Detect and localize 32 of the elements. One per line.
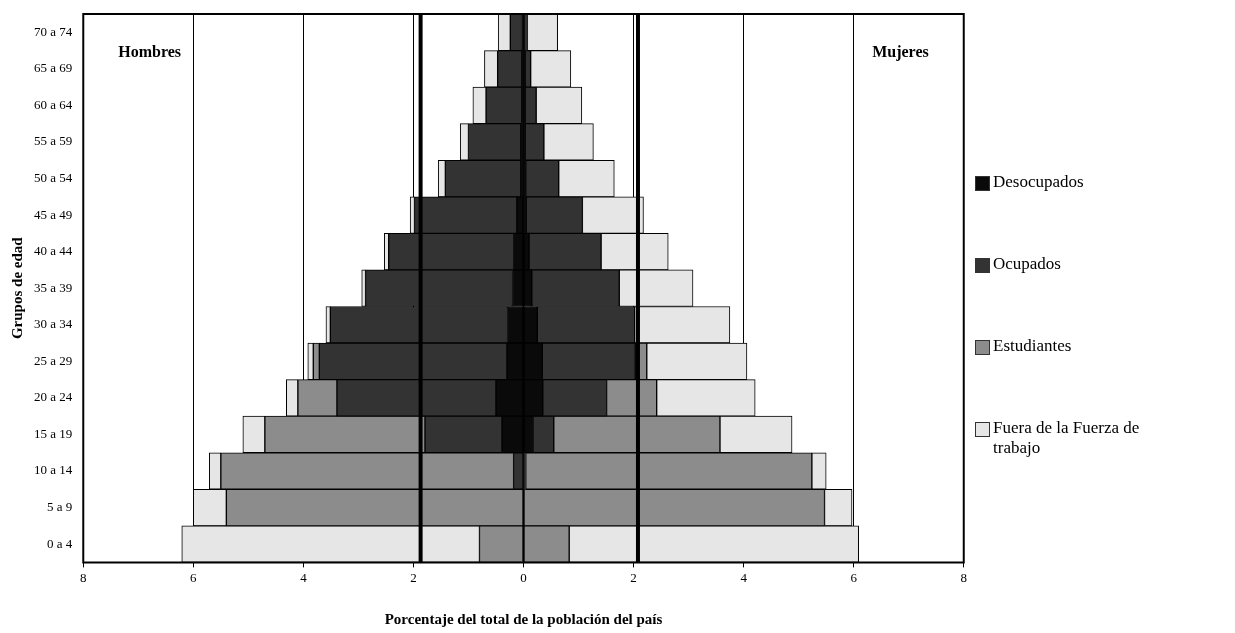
y-tick-label: 20 a 24 <box>33 389 73 405</box>
y-tick-label: 70 a 74 <box>33 23 73 39</box>
y-tick-label: 50 a 54 <box>33 169 73 185</box>
y-tick-label: 45 a 49 <box>33 206 73 222</box>
legend-label: Desocupados <box>993 172 1084 192</box>
x-tick-label: 0 <box>520 569 527 585</box>
y-tick-label: 10 a 14 <box>33 462 73 478</box>
y-tick-label: 35 a 39 <box>33 279 73 295</box>
y-tick-label: 15 a 19 <box>33 425 73 441</box>
legend-label: Ocupados <box>993 254 1061 274</box>
y-tick-label: 40 a 44 <box>33 243 73 259</box>
x-tick-label: 6 <box>850 569 858 585</box>
legend-label: Fuera de la Fuerza de trabajo <box>993 418 1141 458</box>
y-tick-label: 60 a 64 <box>33 96 73 112</box>
x-tick-label: 2 <box>630 569 637 585</box>
y-tick-label: 30 a 34 <box>33 316 73 332</box>
y-tick-label: 25 a 29 <box>33 352 73 368</box>
y-tick-label: 65 a 69 <box>33 60 73 76</box>
x-tick-label: 8 <box>80 569 87 585</box>
x-tick-label: 8 <box>960 569 967 585</box>
y-tick-label: 0 a 4 <box>46 535 73 551</box>
x-tick-label: 4 <box>740 569 748 585</box>
annotation: Hombres <box>118 43 182 61</box>
x-tick-label: 2 <box>410 569 417 585</box>
x-tick-label: 6 <box>190 569 198 585</box>
y-tick-label: 5 a 9 <box>46 498 73 514</box>
x-tick-label: 4 <box>300 569 308 585</box>
y-tick-label: 55 a 59 <box>33 133 73 149</box>
y-axis-title: Grupos de edad <box>8 236 25 340</box>
legend-label: Estudiantes <box>993 336 1072 356</box>
x-axis-title: Porcentaje del total de la población del país <box>384 610 663 627</box>
annotation: Mujeres <box>872 43 929 62</box>
